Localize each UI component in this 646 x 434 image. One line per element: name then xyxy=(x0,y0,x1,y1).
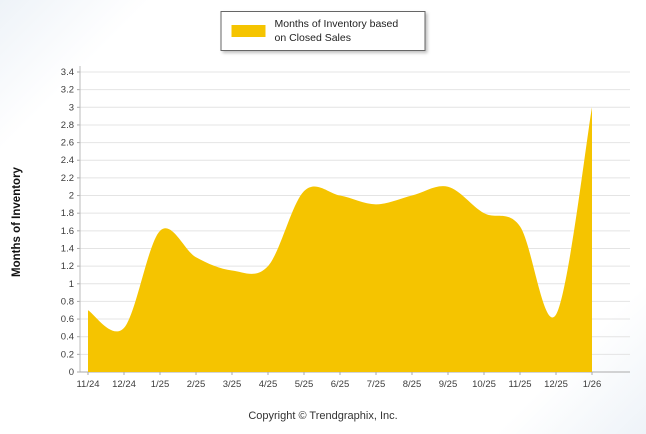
svg-text:0.8: 0.8 xyxy=(61,296,74,307)
svg-text:3: 3 xyxy=(69,102,74,113)
svg-text:2/25: 2/25 xyxy=(187,379,206,390)
svg-text:3.2: 3.2 xyxy=(61,85,74,96)
svg-text:2: 2 xyxy=(69,191,74,202)
svg-text:11/24: 11/24 xyxy=(76,379,99,390)
svg-text:2.2: 2.2 xyxy=(61,173,74,184)
legend-swatch xyxy=(231,25,266,38)
svg-text:1.2: 1.2 xyxy=(61,261,74,272)
svg-text:0: 0 xyxy=(69,367,74,378)
svg-text:4/25: 4/25 xyxy=(259,379,278,390)
svg-text:1.6: 1.6 xyxy=(61,226,74,237)
svg-text:1: 1 xyxy=(69,279,74,290)
svg-text:1/26: 1/26 xyxy=(583,379,602,390)
svg-text:3.4: 3.4 xyxy=(61,67,74,78)
svg-text:1.4: 1.4 xyxy=(61,243,74,254)
svg-text:1/25: 1/25 xyxy=(151,379,170,390)
svg-text:0.4: 0.4 xyxy=(61,332,74,343)
svg-text:2.6: 2.6 xyxy=(61,138,74,149)
svg-text:0.2: 0.2 xyxy=(61,349,74,360)
svg-text:2.8: 2.8 xyxy=(61,120,74,131)
svg-text:6/25: 6/25 xyxy=(331,379,350,390)
svg-text:5/25: 5/25 xyxy=(295,379,314,390)
svg-text:8/25: 8/25 xyxy=(403,379,422,390)
svg-text:10/25: 10/25 xyxy=(472,379,496,390)
legend: Months of Inventory based on Closed Sale… xyxy=(220,11,426,52)
svg-text:11/25: 11/25 xyxy=(508,379,531,390)
svg-text:1.8: 1.8 xyxy=(61,208,74,219)
svg-text:12/24: 12/24 xyxy=(112,379,136,390)
svg-text:3/25: 3/25 xyxy=(223,379,242,390)
svg-text:12/25: 12/25 xyxy=(544,379,568,390)
copyright-text: Copyright © Trendgraphix, Inc. xyxy=(248,410,398,422)
svg-text:7/25: 7/25 xyxy=(367,379,386,390)
svg-text:0.6: 0.6 xyxy=(61,314,74,325)
svg-text:2.4: 2.4 xyxy=(61,155,74,166)
svg-text:9/25: 9/25 xyxy=(439,379,458,390)
legend-label: Months of Inventory based on Closed Sale… xyxy=(274,18,399,45)
